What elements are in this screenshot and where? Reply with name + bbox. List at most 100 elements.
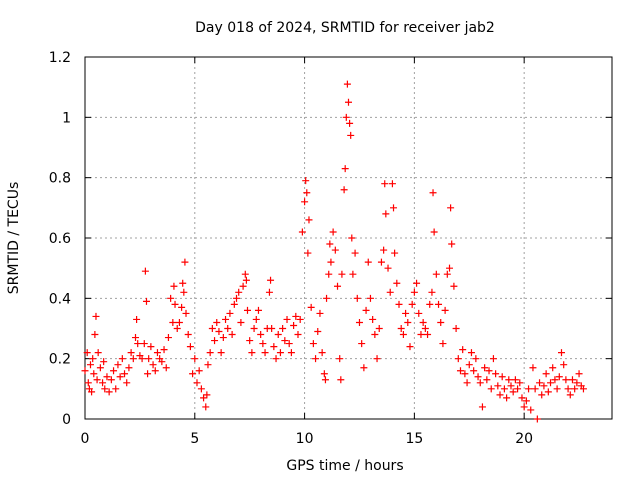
data-point	[325, 270, 333, 278]
data-point	[292, 312, 300, 320]
data-point	[178, 303, 186, 311]
data-point	[338, 270, 346, 278]
data-point	[450, 282, 458, 290]
data-point	[476, 379, 484, 387]
data-point	[413, 279, 421, 287]
data-point	[320, 370, 328, 378]
data-point	[390, 204, 398, 212]
data-point	[142, 297, 150, 305]
data-point	[203, 391, 211, 399]
data-point	[169, 318, 177, 326]
data-point	[421, 325, 429, 332]
data-point	[197, 385, 205, 393]
chart-title: Day 018 of 2024, SRMTID for receiver jab…	[195, 20, 495, 36]
data-point	[331, 246, 339, 254]
data-point	[417, 331, 425, 339]
data-point	[285, 340, 293, 348]
data-point	[321, 376, 329, 384]
data-point	[140, 340, 148, 348]
data-point	[553, 385, 561, 393]
data-point	[467, 349, 475, 357]
x-axis-label: GPS time / hours	[286, 458, 403, 474]
data-point	[555, 373, 563, 381]
data-point	[505, 376, 513, 384]
data-point	[564, 385, 572, 393]
data-point	[182, 309, 190, 317]
data-point	[259, 340, 267, 348]
data-point	[298, 228, 306, 236]
data-point	[272, 355, 280, 363]
data-point	[129, 355, 137, 363]
data-point	[94, 349, 102, 357]
data-point	[189, 370, 197, 378]
data-point	[483, 376, 491, 384]
data-point	[377, 258, 385, 266]
data-point	[200, 394, 208, 402]
data-point	[360, 364, 368, 372]
data-point	[171, 300, 179, 308]
data-point	[353, 294, 361, 302]
data-point	[487, 385, 495, 393]
data-point	[237, 318, 245, 326]
data-point	[222, 315, 230, 323]
data-point	[83, 349, 91, 357]
data-point	[86, 361, 94, 369]
axis-ticks: 0 0.2 0.4 0.6 0.8 1 1.2 0 5 10 15 20	[49, 50, 612, 447]
data-point	[485, 367, 493, 375]
data-point	[549, 364, 557, 372]
data-point	[193, 379, 201, 387]
data-point	[463, 379, 471, 387]
data-point	[243, 306, 251, 314]
data-point	[472, 355, 480, 363]
data-point	[316, 309, 324, 317]
data-point	[446, 264, 454, 272]
data-point	[307, 303, 315, 311]
data-point	[470, 367, 478, 375]
data-point	[448, 240, 456, 248]
data-point	[441, 306, 449, 314]
data-point	[395, 300, 403, 308]
data-point	[500, 385, 508, 393]
data-point	[91, 331, 99, 339]
data-point	[342, 113, 350, 121]
data-point	[478, 403, 486, 411]
data-point	[399, 331, 407, 339]
data-point	[571, 385, 579, 393]
data-point	[381, 180, 389, 188]
data-point	[123, 379, 131, 387]
data-point	[179, 279, 187, 287]
data-point	[533, 415, 541, 423]
data-point	[358, 340, 366, 348]
data-point	[474, 373, 482, 381]
data-point	[100, 358, 108, 366]
data-point	[348, 234, 356, 242]
y-tick-label: 1.2	[49, 50, 71, 66]
data-point	[112, 385, 120, 393]
data-point	[426, 300, 434, 308]
data-point	[456, 367, 464, 375]
data-point	[437, 318, 445, 326]
data-point	[242, 276, 250, 284]
data-point	[454, 355, 462, 363]
data-point	[362, 306, 370, 314]
data-point	[267, 276, 275, 284]
data-point	[202, 403, 210, 411]
data-point	[323, 294, 331, 302]
y-tick-label: 0.6	[49, 231, 71, 247]
data-point	[430, 228, 438, 236]
data-point	[270, 343, 278, 351]
data-point	[158, 358, 166, 366]
data-point	[397, 325, 405, 332]
data-point	[93, 376, 101, 384]
data-point	[290, 321, 298, 329]
x-tick-label: 0	[81, 431, 90, 447]
data-point	[544, 388, 552, 396]
data-point	[276, 349, 284, 357]
data-point	[341, 165, 349, 173]
data-point	[133, 315, 141, 323]
data-point	[96, 364, 104, 372]
data-point	[228, 331, 236, 339]
data-point	[386, 288, 394, 296]
y-tick-label: 0.2	[49, 352, 71, 368]
